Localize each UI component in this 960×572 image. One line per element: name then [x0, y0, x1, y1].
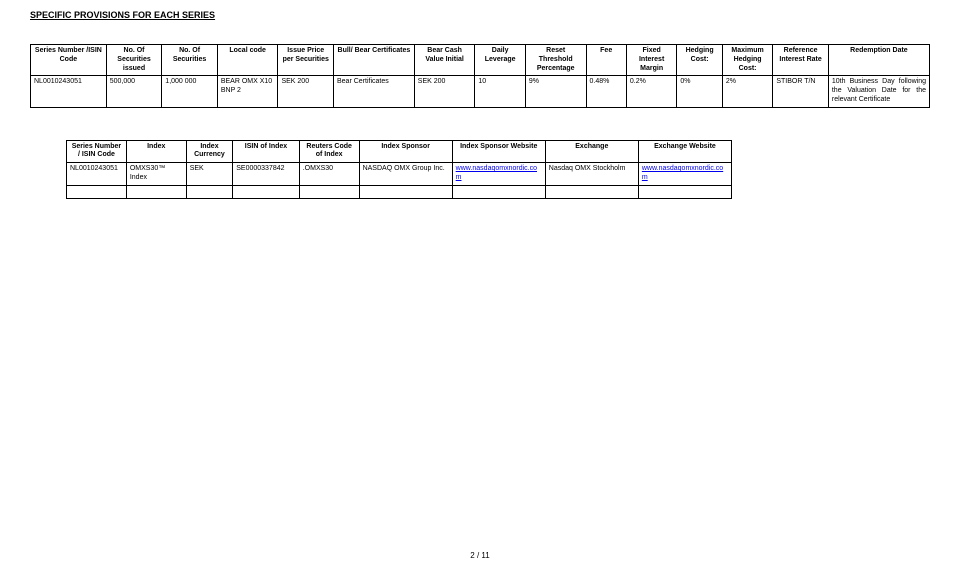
cell-isin: NL0010243051	[31, 76, 107, 107]
empty-cell	[545, 185, 638, 199]
col-local-code: Local code	[217, 45, 278, 76]
sponsor-link[interactable]: www.nasdaqomxnordic.com	[456, 165, 537, 181]
cell-index: OMXS30™ Index	[126, 163, 186, 186]
empty-cell	[638, 185, 731, 199]
col-isin-index: ISIN of Index	[233, 140, 300, 163]
page-title: SPECIFIC PROVISIONS FOR EACH SERIES	[30, 10, 930, 20]
col-index: Index	[126, 140, 186, 163]
cell-leverage: 10	[475, 76, 525, 107]
table-row: NL0010243051 500,000 1,000 000 BEAR OMX …	[31, 76, 930, 107]
col-redemption: Redemption Date	[828, 45, 929, 76]
col-price: Issue Price per Securities	[278, 45, 334, 76]
cell-redemption: 10th Business Day following the Valuatio…	[828, 76, 929, 107]
cell-reuters: .OMXS30	[299, 163, 359, 186]
exchange-link[interactable]: www.nasdaqomxnordic.com	[642, 165, 723, 181]
col-currency: Index Currency	[186, 140, 233, 163]
cell-sponsor: NASDAQ OMX Group Inc.	[359, 163, 452, 186]
cell-bull-bear: Bear Certificates	[334, 76, 415, 107]
empty-cell	[452, 185, 545, 199]
cell-ref-rate: STIBOR T/N	[773, 76, 829, 107]
col-ref-rate: Reference Interest Rate	[773, 45, 829, 76]
col-bull-bear: Bull/ Bear Certificates	[334, 45, 415, 76]
empty-cell	[186, 185, 233, 199]
col-fee: Fee	[586, 45, 626, 76]
cell-max-hedging: 2%	[722, 76, 772, 107]
col-exchange-site: Exchange Website	[638, 140, 731, 163]
cell-cash-initial: SEK 200	[414, 76, 475, 107]
col-exchange: Exchange	[545, 140, 638, 163]
cell-issued: 500,000	[106, 76, 162, 107]
cell-price: SEK 200	[278, 76, 334, 107]
empty-cell	[233, 185, 300, 199]
table-header-row: Series Number / ISIN Code Index Index Cu…	[67, 140, 732, 163]
cell-isin: NL0010243051	[67, 163, 127, 186]
provisions-table-1: Series Number /ISIN Code No. Of Securiti…	[30, 44, 930, 108]
col-sponsor-site: Index Sponsor Website	[452, 140, 545, 163]
provisions-table-2: Series Number / ISIN Code Index Index Cu…	[66, 140, 732, 200]
cell-exchange-site: www.nasdaqomxnordic.com	[638, 163, 731, 186]
col-isin: Series Number /ISIN Code	[31, 45, 107, 76]
cell-fixed-margin: 0.2%	[626, 76, 676, 107]
col-issued: No. Of Securities issued	[106, 45, 162, 76]
cell-securities: 1,000 000	[162, 76, 218, 107]
empty-cell	[299, 185, 359, 199]
cell-currency: SEK	[186, 163, 233, 186]
cell-isin-index: SE0000337842	[233, 163, 300, 186]
col-cash-initial: Bear Cash Value Initial	[414, 45, 475, 76]
col-reset: Reset Threshold Percentage	[525, 45, 586, 76]
cell-exchange: Nasdaq OMX Stockholm	[545, 163, 638, 186]
cell-fee: 0.48%	[586, 76, 626, 107]
col-hedging: Hedging Cost:	[677, 45, 722, 76]
col-reuters: Reuters Code of Index	[299, 140, 359, 163]
empty-cell	[67, 185, 127, 199]
col-isin: Series Number / ISIN Code	[67, 140, 127, 163]
page-number: 2 / 11	[0, 551, 960, 560]
empty-cell	[126, 185, 186, 199]
col-max-hedging: Maximum Hedging Cost:	[722, 45, 772, 76]
cell-local-code: BEAR OMX X10 BNP 2	[217, 76, 278, 107]
table-row-empty	[67, 185, 732, 199]
col-sponsor: Index Sponsor	[359, 140, 452, 163]
col-leverage: Daily Leverage	[475, 45, 525, 76]
table-row: NL0010243051 OMXS30™ Index SEK SE0000337…	[67, 163, 732, 186]
cell-reset: 9%	[525, 76, 586, 107]
empty-cell	[359, 185, 452, 199]
col-fixed-margin: Fixed Interest Margin	[626, 45, 676, 76]
col-securities: No. Of Securities	[162, 45, 218, 76]
cell-hedging: 0%	[677, 76, 722, 107]
table-header-row: Series Number /ISIN Code No. Of Securiti…	[31, 45, 930, 76]
cell-sponsor-site: www.nasdaqomxnordic.com	[452, 163, 545, 186]
